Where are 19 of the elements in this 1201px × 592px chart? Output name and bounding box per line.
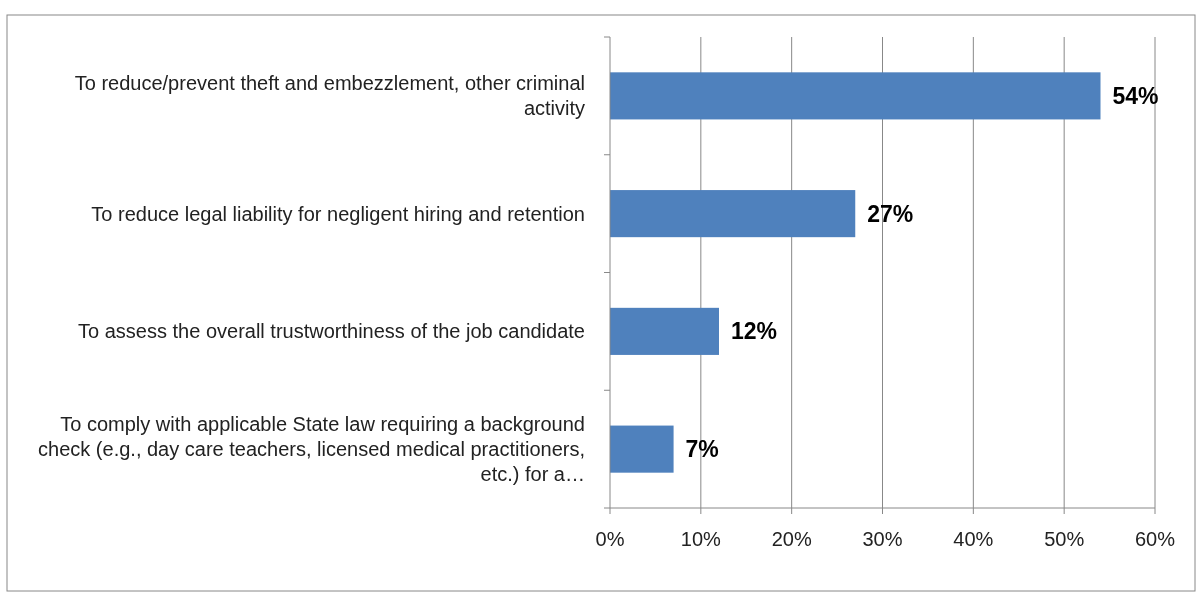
text: 27% xyxy=(867,200,914,227)
x-tick-label: 50% xyxy=(1044,528,1085,550)
y-tick-label: To reduce legal liability for negligent hiring and retention xyxy=(91,202,585,225)
x-tick-label: 60% xyxy=(1134,528,1176,550)
text: 54% xyxy=(1112,82,1159,109)
bar xyxy=(610,307,719,355)
bar xyxy=(610,72,1101,120)
text: 12% xyxy=(731,318,778,345)
x-tick-label: 30% xyxy=(862,528,903,550)
x-tick-label: 0% xyxy=(595,528,625,550)
x-tick-label: 10% xyxy=(680,528,722,550)
y-tick-label: To assess the overall trustworthiness of the job candidate xyxy=(78,320,585,343)
x-tick-label: 20% xyxy=(771,528,812,550)
bar xyxy=(610,190,856,238)
x-tick-label: 40% xyxy=(953,528,994,550)
y-tick-label: To comply with applicable State law requiring a background check (e.g., day care teachers, licensed medical practitioners, etc.) for a… xyxy=(38,413,585,486)
y-tick-label: To reduce/prevent theft and embezzlement, other criminal activity xyxy=(74,72,585,120)
text: 7% xyxy=(685,436,719,463)
bar xyxy=(610,425,674,473)
